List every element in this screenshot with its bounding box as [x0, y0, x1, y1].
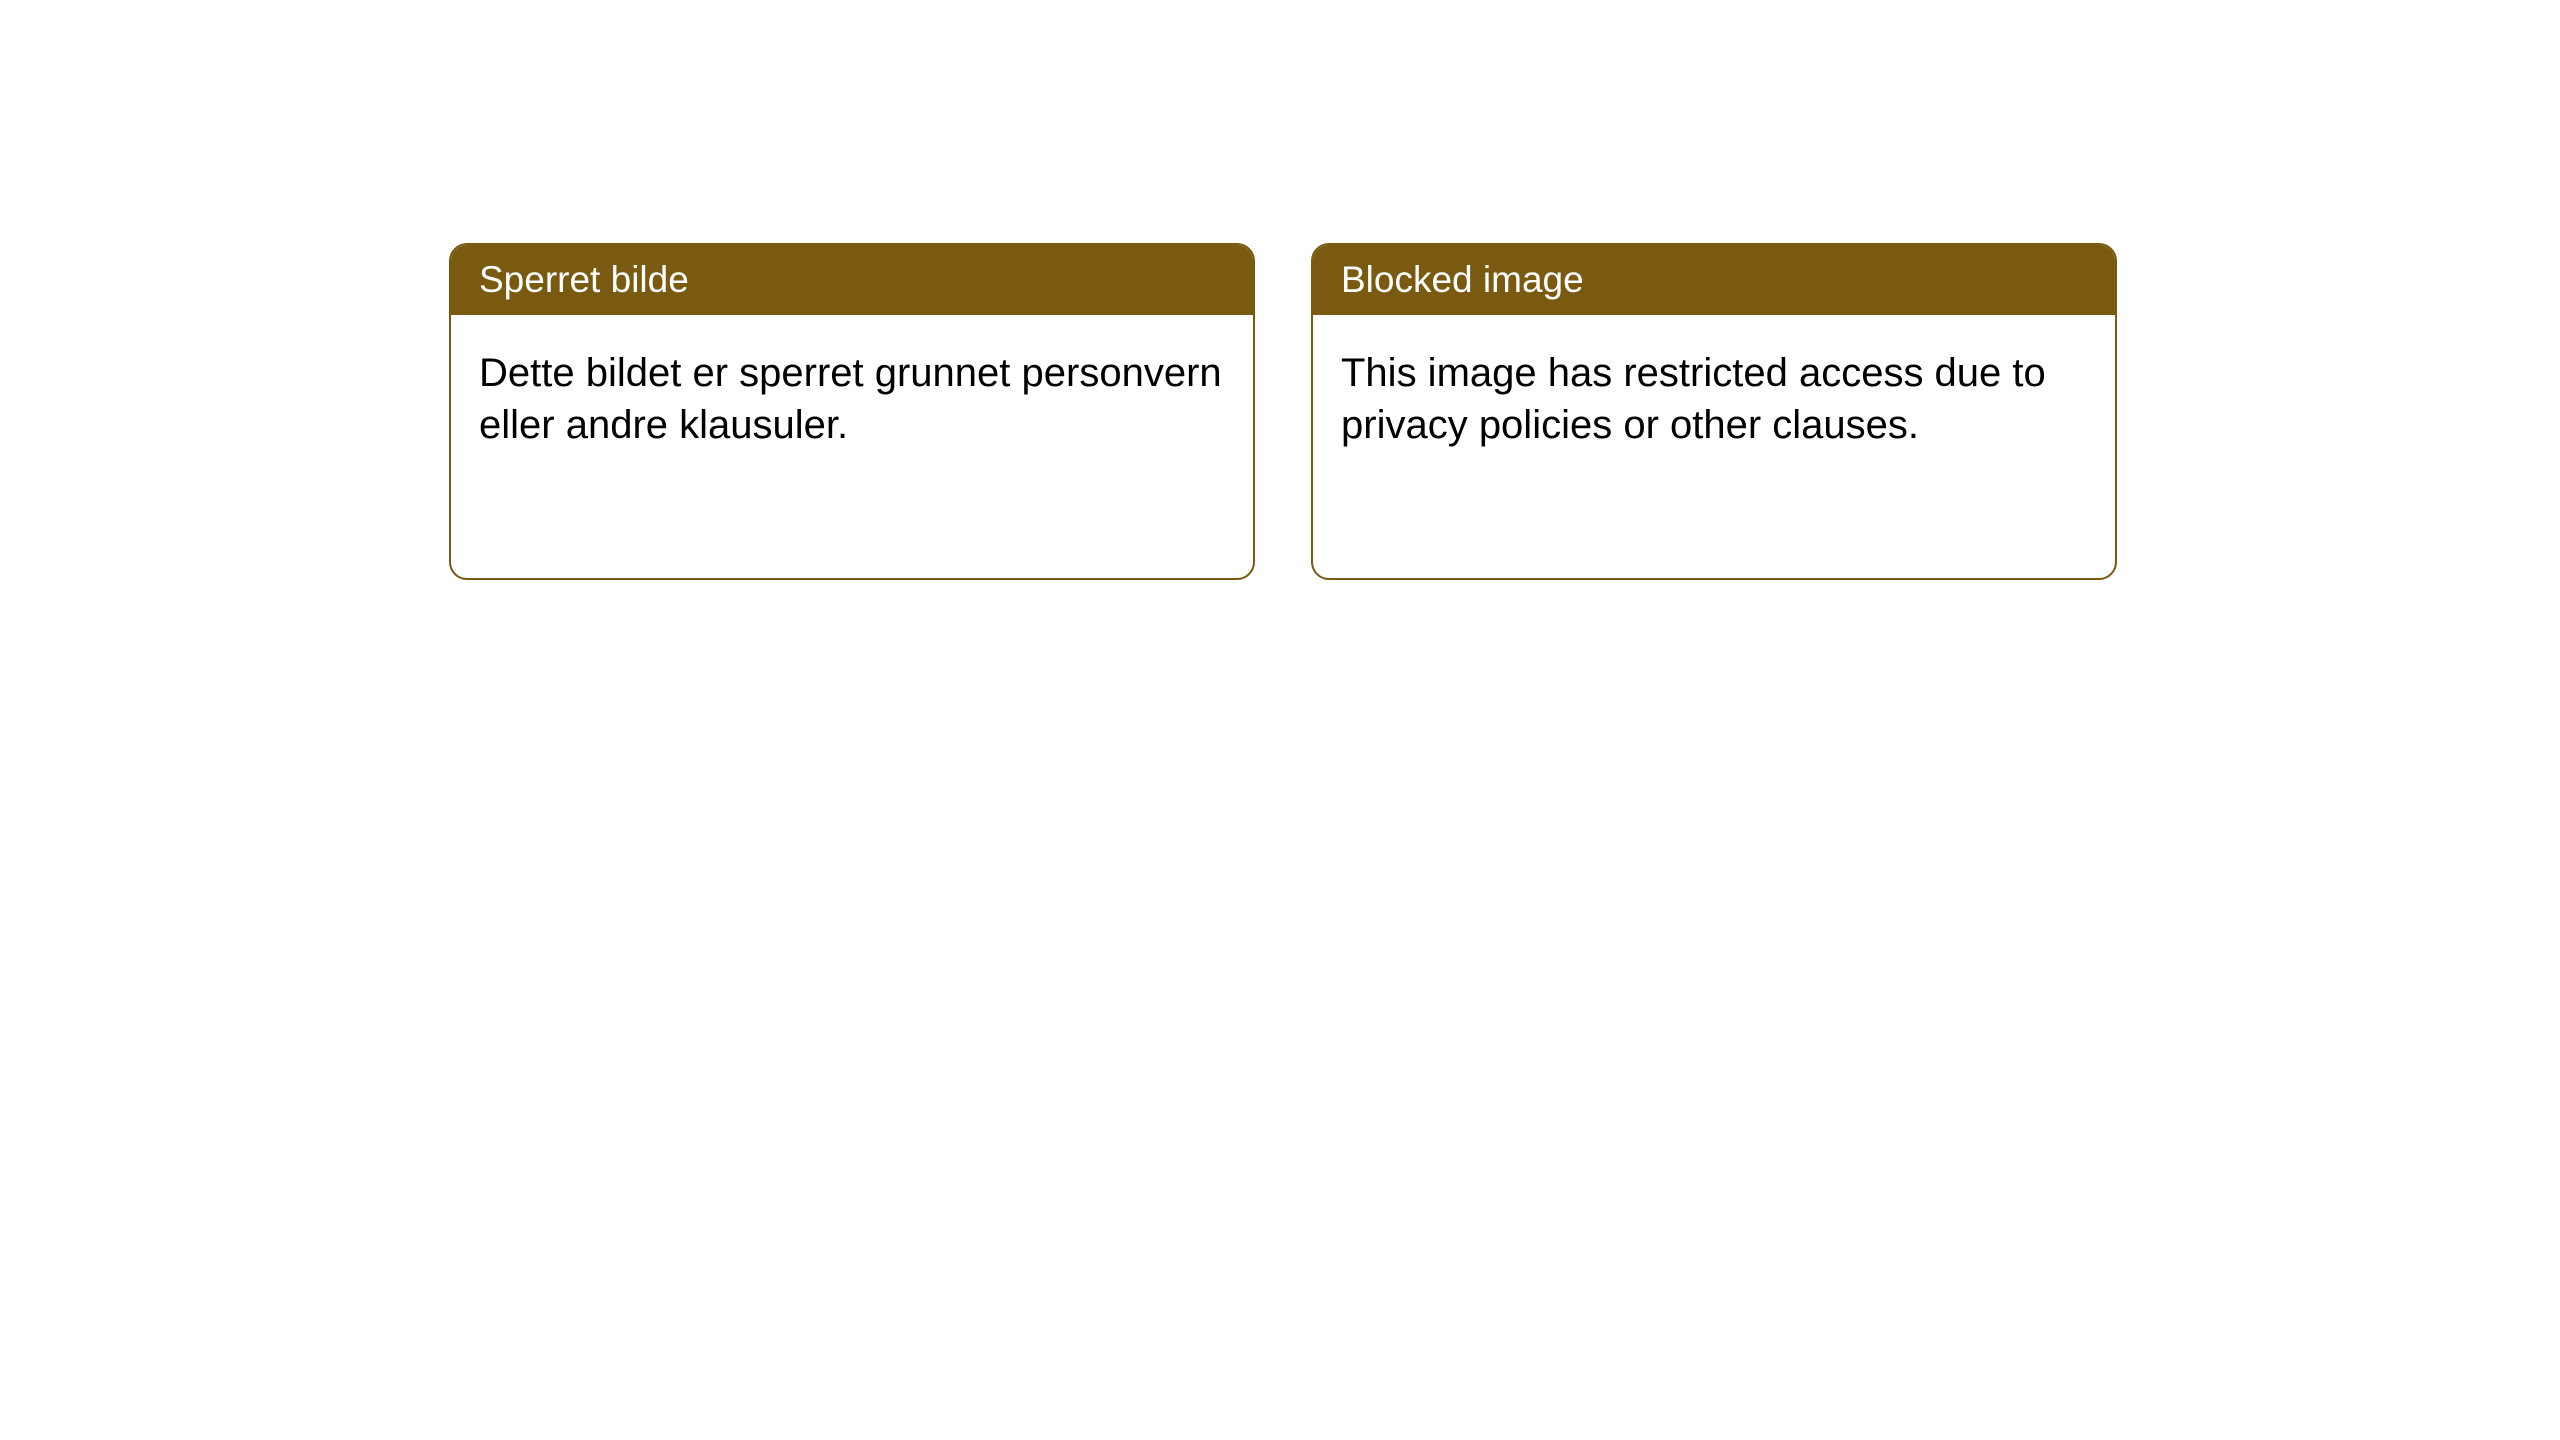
notice-card-norwegian: Sperret bilde Dette bildet er sperret gr… [449, 243, 1255, 580]
notice-card-row: Sperret bilde Dette bildet er sperret gr… [449, 243, 2117, 580]
notice-card-header: Blocked image [1313, 245, 2115, 315]
notice-card-english: Blocked image This image has restricted … [1311, 243, 2117, 580]
notice-card-body-text: This image has restricted access due to … [1341, 351, 2046, 447]
notice-card-body: Dette bildet er sperret grunnet personve… [451, 315, 1253, 483]
notice-card-header: Sperret bilde [451, 245, 1253, 315]
notice-card-title: Sperret bilde [479, 259, 689, 300]
notice-card-body: This image has restricted access due to … [1313, 315, 2115, 483]
notice-card-body-text: Dette bildet er sperret grunnet personve… [479, 351, 1222, 447]
notice-card-title: Blocked image [1341, 259, 1584, 300]
